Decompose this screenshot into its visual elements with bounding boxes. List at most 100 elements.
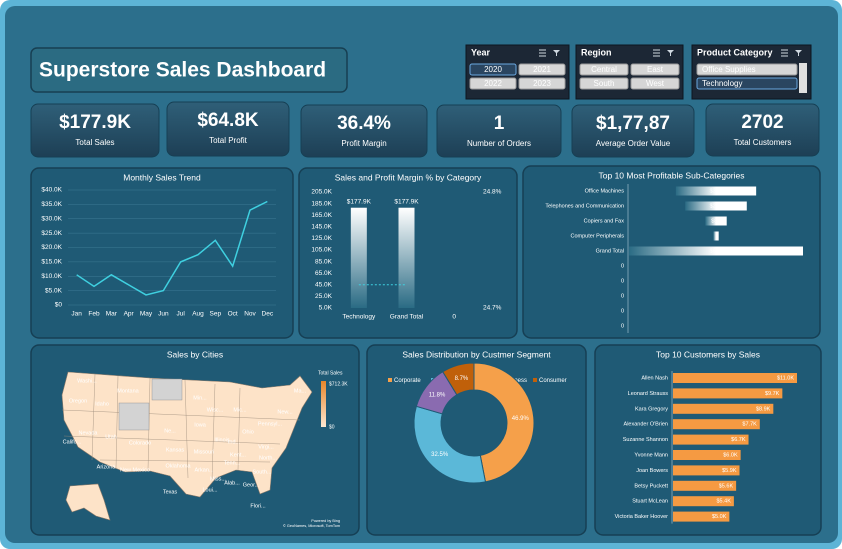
state-label: Flori... bbox=[250, 503, 266, 509]
sales-line bbox=[76, 200, 268, 296]
y-tick-label: 65.0K bbox=[315, 270, 333, 277]
kpi-card bbox=[705, 103, 820, 157]
slicer-item-label[interactable]: 2020 bbox=[484, 65, 502, 74]
kpi-value: $64.8K bbox=[197, 110, 259, 131]
kpi-card bbox=[571, 104, 695, 158]
slicer-item-label[interactable]: South bbox=[594, 79, 615, 88]
state-label: Ohio bbox=[242, 429, 254, 435]
bar bbox=[673, 388, 783, 399]
slicer-item-label[interactable]: 2023 bbox=[533, 79, 551, 88]
legend-min: $0 bbox=[329, 424, 335, 430]
data-label: 11.8% bbox=[429, 392, 446, 398]
slicer-item-label[interactable]: East bbox=[647, 65, 664, 74]
state-label: Utah bbox=[105, 434, 117, 440]
slicer-item-label[interactable]: 2022 bbox=[484, 79, 502, 88]
kpi-label: Average Order Value bbox=[596, 139, 671, 148]
y-tick-label: $20.0K bbox=[41, 244, 62, 251]
data-label: $9.7K bbox=[765, 391, 780, 397]
chart-title: Sales by Cities bbox=[167, 349, 223, 359]
state-label: Miss... bbox=[210, 476, 226, 482]
map-credit: Powered by Bing bbox=[311, 519, 340, 523]
chart-title: Top 10 Customers by Sales bbox=[656, 349, 760, 359]
state-label: Illinois bbox=[214, 437, 230, 443]
y-tick-label: $5.0K bbox=[45, 287, 63, 294]
slicer-item[interactable] bbox=[469, 77, 517, 90]
y-tick-label: 165.0K bbox=[311, 212, 332, 219]
y-tick-label: 0 bbox=[621, 278, 624, 284]
slicer-item[interactable] bbox=[469, 63, 517, 76]
y-tick-label: Kara Gregory bbox=[635, 406, 668, 412]
x-tick-label: Aug bbox=[192, 311, 204, 318]
y-tick-label: 5.0K bbox=[319, 305, 333, 312]
state-label: Ind... bbox=[228, 439, 241, 445]
slicer-item-label[interactable]: Office Supplies bbox=[702, 65, 756, 74]
y-tick-label: 45.0K bbox=[315, 282, 333, 289]
data-label: $8K bbox=[711, 218, 721, 224]
x-tick-label: Sep bbox=[210, 311, 222, 318]
y-tick-label: Allen Nash bbox=[641, 375, 668, 381]
state-no-data bbox=[118, 402, 150, 431]
title-box bbox=[30, 47, 348, 93]
y-tick-label: $30.0K bbox=[41, 215, 62, 222]
donut-slice bbox=[473, 362, 535, 483]
data-label: $5.0K bbox=[712, 514, 727, 520]
bar bbox=[673, 419, 760, 430]
slicer-item[interactable] bbox=[696, 63, 798, 76]
dashboard-title: Superstore Sales Dashboard bbox=[39, 59, 326, 82]
y2-tick-label: 24.8% bbox=[483, 189, 502, 196]
slicer-item-label[interactable]: Technology bbox=[702, 79, 742, 88]
y-tick-label: 185.0K bbox=[311, 200, 332, 207]
state-label: Colorado bbox=[129, 440, 151, 446]
slicer-item[interactable] bbox=[579, 63, 629, 76]
data-label: $11.0K bbox=[777, 375, 794, 381]
slicer-item[interactable] bbox=[696, 77, 798, 90]
x-tick-label: Oct bbox=[228, 311, 238, 318]
sales-bar bbox=[350, 207, 367, 308]
y-tick-label: Leonard Strauss bbox=[628, 391, 669, 397]
legend-label: Corporate bbox=[394, 378, 421, 384]
state-no-data bbox=[151, 378, 183, 401]
state-label: Tenn... bbox=[224, 460, 241, 466]
x-tick-label: May bbox=[140, 311, 153, 318]
kpi-card bbox=[166, 101, 290, 157]
y-tick-label: Grand Total bbox=[596, 248, 624, 254]
x-tick-label: Feb bbox=[88, 311, 100, 318]
x-tick-label: 0 bbox=[452, 314, 456, 321]
state-label: Mic... bbox=[233, 407, 247, 413]
donut-slice bbox=[413, 405, 487, 484]
slicer-title: Region bbox=[581, 47, 612, 57]
chart-title: Monthly Sales Trend bbox=[123, 172, 201, 182]
data-label: 32.5% bbox=[431, 452, 449, 458]
state-label: Ne... bbox=[164, 428, 176, 434]
state-label: Nevada bbox=[79, 430, 99, 436]
y-tick-label: 0 bbox=[621, 293, 624, 299]
slicer-item[interactable] bbox=[630, 63, 680, 76]
y-tick-label: Suzanne Shannon bbox=[623, 437, 668, 443]
state-label: Wisc... bbox=[207, 407, 224, 413]
kpi-label: Total Sales bbox=[75, 138, 114, 147]
slicer-item[interactable] bbox=[518, 77, 566, 90]
state-label: New Mexico bbox=[120, 467, 150, 473]
state-label: Califo... bbox=[63, 439, 82, 445]
bar bbox=[673, 465, 740, 476]
x-tick-label: Jun bbox=[158, 311, 169, 318]
slicer-item[interactable] bbox=[518, 63, 566, 76]
x-tick-label: Mar bbox=[106, 311, 118, 318]
x-tick-label: Jul bbox=[177, 311, 186, 318]
state-label: Pennsyl... bbox=[258, 421, 283, 427]
state-label: Oregon bbox=[69, 398, 87, 404]
data-label: $65K bbox=[710, 248, 723, 254]
slicer-item-label[interactable]: West bbox=[646, 79, 665, 88]
slicer-item[interactable] bbox=[579, 77, 629, 90]
y-tick-label: $10.0K bbox=[41, 273, 62, 280]
bar bbox=[673, 511, 730, 522]
slicer-item-label[interactable]: 2021 bbox=[533, 65, 551, 74]
data-label: 46.9% bbox=[512, 416, 530, 422]
slicer-item-label[interactable]: Central bbox=[591, 65, 617, 74]
data-label: $30K bbox=[710, 188, 723, 194]
kpi-label: Total Profit bbox=[209, 136, 248, 145]
y-tick-label: $25.0K bbox=[41, 230, 62, 237]
slicer-item[interactable] bbox=[630, 77, 680, 90]
filter-icon bbox=[667, 50, 674, 56]
scrollbar bbox=[799, 63, 807, 93]
